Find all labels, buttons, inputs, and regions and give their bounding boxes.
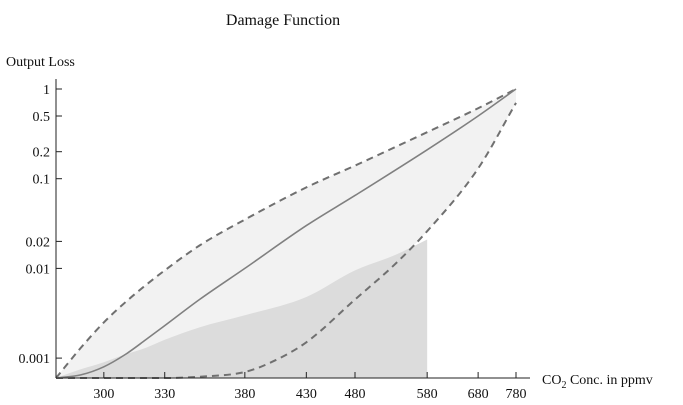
x-tick-label: 580 [417,387,438,402]
central-line [55,88,517,379]
x-tick-label: 430 [296,387,317,402]
y-tick-label: 0.2 [33,146,51,161]
x-tick-label: 330 [154,387,175,402]
plot-area [55,88,517,379]
x-tick-label: 480 [345,387,366,402]
y-tick-label: 1 [43,83,50,98]
y-axis-label: Output Loss [6,55,75,70]
upper-bound-line [55,88,517,379]
x-axis-label-subscript: 2 [561,380,566,391]
x-tick-label: 680 [468,387,489,402]
axes: 1 0.5 0.2 0.1 0.02 0.01 0.001 300 330 380 430 480 58… [19,79,530,402]
y-tick-label: 0.01 [26,262,51,277]
chart-title: Damage Function [226,12,340,29]
y-tick-label: 0.1 [33,173,51,188]
filled-region [56,239,428,378]
x-axis-label-co: CO [542,373,561,388]
x-tick-label: 380 [234,387,255,402]
y-tick-label: 0.5 [33,110,51,125]
x-axis-label-rest: Conc. in ppmv [566,373,652,388]
uncertainty-band [56,89,516,378]
y-tick-label: 0.001 [19,352,51,367]
x-axis-label: CO2 Conc. in ppmv [542,373,653,391]
y-tick-label: 0.02 [26,235,51,250]
x-tick-label: 780 [506,387,527,402]
lower-bound-line [55,102,517,379]
x-tick-label: 300 [93,387,114,402]
